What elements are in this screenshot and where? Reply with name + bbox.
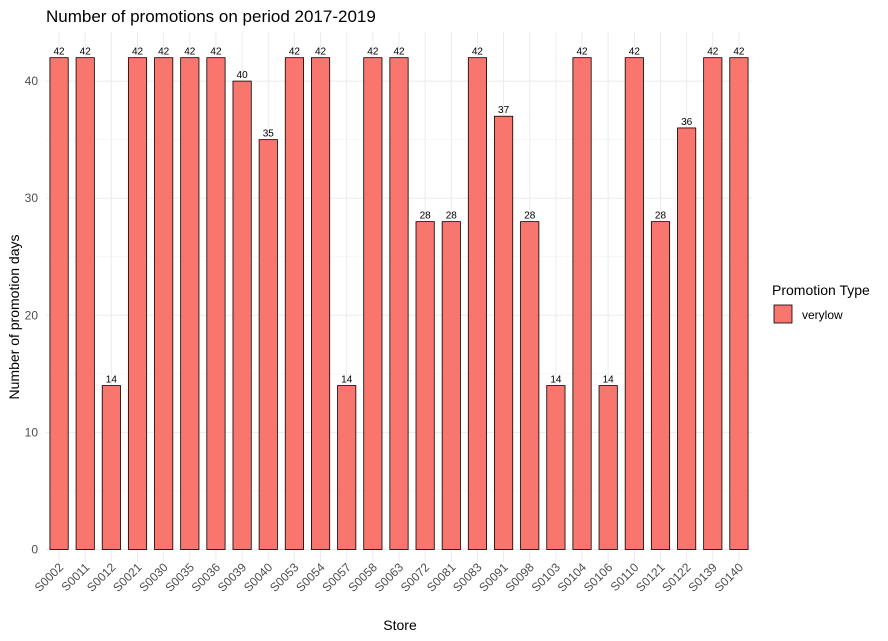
data-label-S0081: 28 [446, 211, 458, 222]
bar-S0081 [441, 221, 461, 550]
bar-S0011 [75, 57, 95, 550]
data-label-S0139: 42 [707, 47, 719, 58]
x-axis-title: Store [383, 617, 417, 633]
y-axis-ticks: 0 10 20 30 40 [25, 74, 39, 556]
bar-S0054 [311, 57, 331, 550]
y-axis-title: Number of promotion days [6, 235, 22, 400]
y-tick-label: 40 [25, 74, 39, 88]
data-label-S0036: 42 [210, 47, 222, 58]
x-tick-label-S0106: S0106 [581, 560, 616, 595]
legend-key [773, 304, 793, 324]
legend-title: Promotion Type [772, 282, 870, 298]
chart-title: Number of promotions on period 2017-2019 [46, 7, 376, 26]
bar-S0012 [101, 385, 121, 550]
y-tick-label: 10 [25, 425, 39, 439]
bar-S0083 [467, 57, 487, 550]
bar-S0104 [572, 57, 592, 550]
bar-S0030 [154, 57, 174, 550]
bar-S0122 [677, 127, 697, 550]
x-tick-label-S0002: S0002 [32, 560, 67, 595]
bar-S0103 [546, 385, 566, 550]
data-label-S0011: 42 [80, 47, 92, 58]
bar-S0098 [520, 221, 540, 550]
data-label-S0053: 42 [289, 47, 301, 58]
data-label-S0091: 37 [498, 105, 510, 116]
data-label-S0140: 42 [733, 47, 745, 58]
bar-S0140 [729, 57, 749, 550]
data-label-S0040: 35 [263, 129, 275, 140]
data-label-S0058: 42 [367, 47, 379, 58]
bar-S0063 [389, 57, 409, 550]
x-tick-label-S0140: S0140 [712, 560, 747, 595]
bars [49, 57, 749, 550]
x-axis-ticks: S0002S0011S0012S0021S0030S0035S0036S0039… [32, 560, 747, 595]
bar-S0053 [284, 57, 304, 550]
data-label-S0106: 14 [603, 375, 615, 386]
data-label-S0054: 42 [315, 47, 327, 58]
data-label-S0110: 42 [629, 47, 641, 58]
bar-S0040 [258, 139, 278, 550]
data-label-S0021: 42 [132, 47, 144, 58]
data-label-S0030: 42 [158, 47, 170, 58]
bar-S0072 [415, 221, 435, 550]
y-tick-label: 20 [25, 308, 39, 322]
data-label-S0072: 28 [420, 211, 432, 222]
bar-S0091 [494, 115, 514, 550]
legend: Promotion Type verylow [772, 282, 870, 324]
bar-S0121 [650, 221, 671, 550]
data-label-S0098: 28 [524, 211, 536, 222]
data-label-S0039: 40 [237, 70, 249, 81]
data-label-S0103: 14 [550, 375, 562, 386]
bar-S0039 [232, 80, 252, 550]
bar-S0106 [598, 385, 618, 550]
y-tick-label: 0 [31, 543, 38, 557]
data-label-S0057: 14 [341, 375, 353, 386]
y-tick-label: 30 [25, 191, 39, 205]
data-label-S0121: 28 [655, 211, 667, 222]
bar-S0139 [703, 57, 723, 550]
bar-S0036 [206, 57, 226, 550]
data-label-S0063: 42 [393, 47, 405, 58]
bar-S0058 [363, 57, 383, 550]
data-label-S0002: 42 [54, 47, 66, 58]
data-label-S0012: 14 [106, 375, 118, 386]
bar-S0021 [127, 57, 148, 550]
legend-label: verylow [802, 308, 843, 322]
data-label-S0104: 42 [576, 47, 588, 58]
data-label-S0122: 36 [681, 117, 693, 128]
data-labels: 42 42 14 42 42 42 42 40 35 42 42 14 42 42 28 28 42 37 28 14… [54, 47, 745, 386]
bar-S0002 [49, 57, 69, 550]
bar-S0057 [337, 385, 357, 550]
bar-S0110 [624, 57, 644, 550]
bar-S0035 [180, 57, 200, 550]
data-label-S0035: 42 [184, 47, 196, 58]
data-label-S0083: 42 [472, 47, 484, 58]
